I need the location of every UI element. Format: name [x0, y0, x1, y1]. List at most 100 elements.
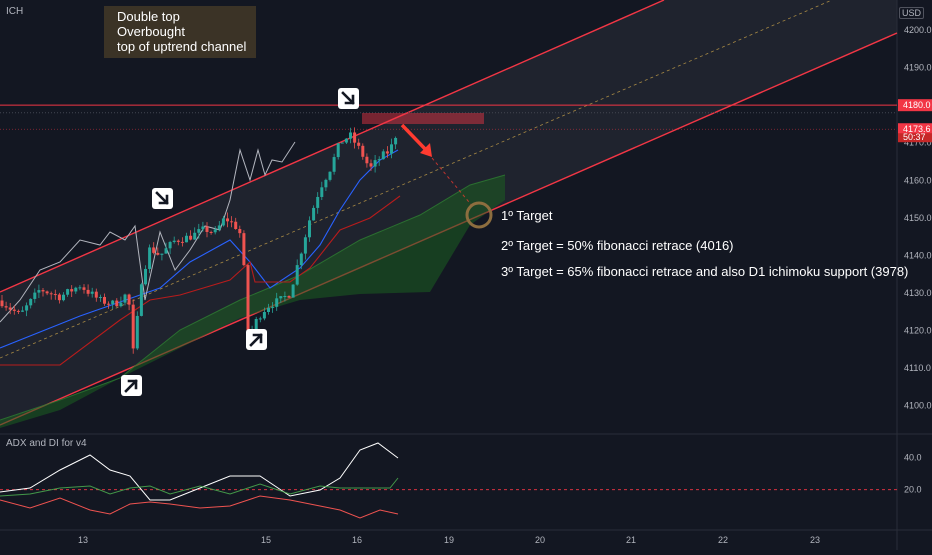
candle [394, 136, 398, 150]
candle [119, 296, 123, 308]
candle [168, 240, 172, 255]
candle-body [21, 310, 24, 312]
candle-body [299, 253, 303, 266]
candle-body [139, 284, 143, 316]
candle-body [238, 229, 242, 234]
candle [25, 302, 29, 317]
candle [8, 302, 12, 315]
indicator-lines [0, 141, 401, 366]
candle-body [385, 151, 389, 154]
channel-midline [0, 0, 833, 359]
candle [275, 292, 279, 311]
candle [267, 303, 270, 315]
candle [226, 212, 229, 228]
candle-body [131, 304, 135, 349]
candle [349, 127, 352, 144]
candle [12, 305, 16, 315]
candle [62, 292, 65, 302]
candle-body [394, 137, 398, 145]
candle [357, 138, 361, 150]
candle-body [209, 231, 213, 233]
candle [197, 223, 201, 239]
candle [340, 142, 344, 144]
channel-upper-line [0, 0, 665, 293]
symbol-label: ICH [6, 6, 24, 17]
candle [111, 299, 115, 309]
price-tick-label: 4170.0 [904, 138, 932, 148]
candle-body [70, 289, 74, 292]
annotations [400, 123, 493, 229]
price-axis: 4100.0 4110.0 4120.0 4130.0 4140.0 4150.0 4160… [898, 25, 932, 411]
candle-body [164, 248, 168, 254]
candle [82, 284, 86, 294]
price-tag-bg [898, 133, 932, 143]
candle [160, 253, 164, 261]
candle-body [312, 207, 316, 221]
annotation-line: top of uptrend channel [117, 39, 247, 54]
projection-arrow [400, 123, 430, 154]
candle-body [275, 298, 279, 307]
adx-panel: 40.0 20.0 [0, 442, 922, 519]
candle [41, 288, 45, 297]
candle [0, 294, 4, 308]
candle [201, 221, 205, 232]
candle [107, 301, 111, 309]
projection-dashed-line [431, 157, 475, 209]
candle [139, 282, 143, 317]
candle [295, 259, 299, 286]
candle-body [78, 287, 82, 289]
candle-body [365, 156, 369, 164]
candle-body [344, 138, 348, 143]
candle [49, 291, 53, 300]
candle [390, 138, 393, 159]
candle-body [148, 247, 152, 269]
candle [16, 309, 20, 314]
candle [221, 215, 225, 227]
candle [283, 291, 287, 302]
candle-body [201, 226, 205, 230]
candle [53, 289, 57, 300]
price-tag-bg [898, 99, 932, 112]
candle [156, 247, 160, 256]
candle-body [230, 221, 234, 223]
candle-body [127, 294, 131, 305]
time-tick-label: 21 [626, 535, 636, 545]
candle-body [271, 306, 275, 308]
indicator-label[interactable]: ADX and DI for v4 [6, 438, 87, 449]
price-tick-label: 4100.0 [904, 401, 932, 411]
candle-body [172, 240, 176, 243]
time-tick-label: 13 [78, 535, 88, 545]
candle-body [320, 187, 324, 197]
candle-body [4, 306, 8, 308]
candle [369, 159, 373, 171]
candle [287, 295, 291, 299]
currency-badge[interactable]: USD [898, 7, 924, 19]
candle-body [156, 252, 160, 255]
kijun-line [0, 195, 401, 366]
candle-body [328, 171, 332, 180]
candle [33, 288, 37, 303]
candle-body [193, 232, 197, 240]
candle-body [176, 240, 180, 242]
target-3-label: 3º Target = 65% fibonacci retrace and al… [501, 264, 909, 279]
candle-body [340, 142, 344, 144]
candle [29, 298, 33, 309]
candle [328, 171, 332, 182]
candle [213, 226, 217, 235]
price-tick-label: 4110.0 [904, 363, 931, 373]
candle [94, 288, 98, 302]
candle-body [373, 160, 377, 167]
candle [308, 216, 311, 242]
candle-body [308, 220, 311, 238]
candle-body [53, 294, 57, 296]
candle-body [119, 302, 123, 307]
arrow-up-right-icon [121, 375, 142, 396]
candle [57, 292, 61, 304]
candle [86, 284, 90, 297]
candle-body [160, 253, 164, 255]
time-tick-label: 20 [535, 535, 545, 545]
candle-body [390, 144, 393, 154]
candle-body [135, 315, 139, 349]
candle-body [45, 291, 49, 294]
